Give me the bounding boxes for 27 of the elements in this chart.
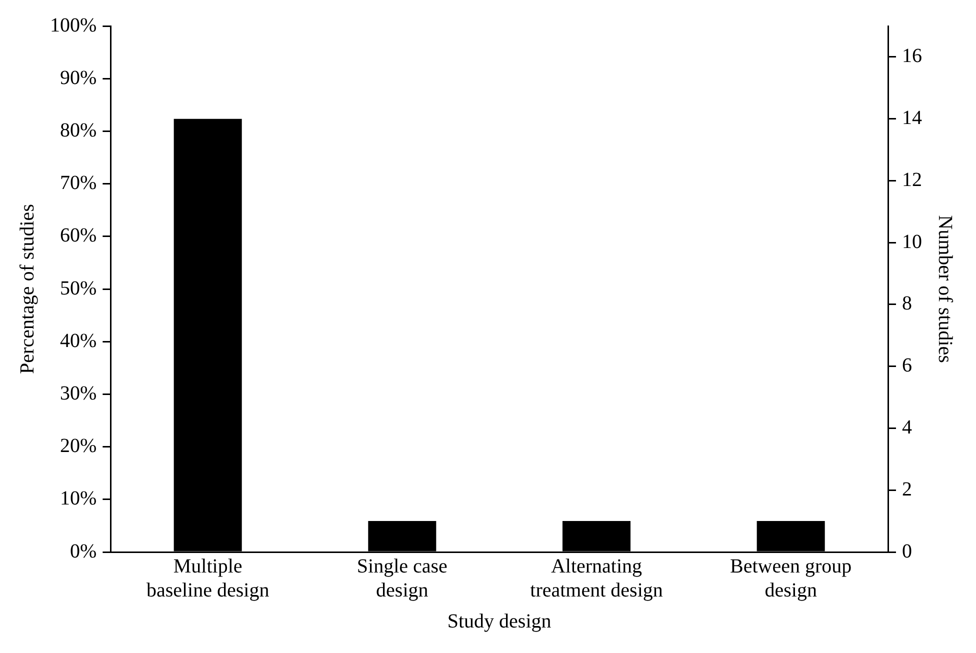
x-tick-label: Between group design [730,555,852,602]
y2-tick-label: 4 [902,416,912,438]
y-tick-label: 90% [60,66,97,89]
y-tick-label: 80% [60,119,97,142]
y2-tick-label: 12 [902,168,922,191]
y2-tick-label: 10 [902,230,922,253]
x-tick-label: Alternating treatment design [530,555,663,602]
y-tick-label: 60% [60,224,97,247]
y-tick-label: 70% [60,172,97,194]
x-tick-label: Multiple baseline design [146,555,270,602]
y-tick-label: 100% [50,14,97,36]
y2-tick-label: 14 [902,107,922,130]
y2-tick-label: 8 [902,292,912,315]
y-axis-title: Percentage of studies [16,204,38,374]
y2-tick-label: 16 [902,45,922,68]
y-tick-label: 0% [70,540,97,562]
x-axis-title: Study design [447,610,552,632]
x-tick-label: Single case design [356,555,448,602]
y2-axis-title: Number of studies [934,215,956,364]
y-tick-label: 10% [60,488,97,510]
y-tick-label: 40% [60,330,97,352]
y2-tick-label: 6 [902,354,912,377]
y-tick-label: 20% [60,435,97,458]
y2-tick-label: 2 [902,478,912,500]
y-tick-label: 30% [60,382,97,404]
y-tick-label: 50% [60,277,97,300]
y2-tick-label: 0 [902,540,912,562]
